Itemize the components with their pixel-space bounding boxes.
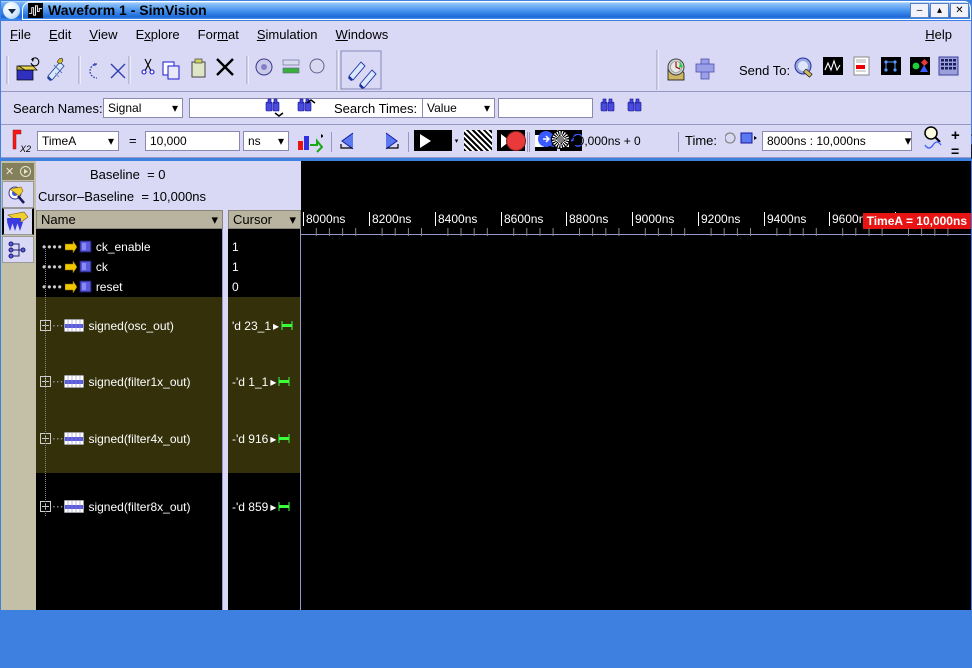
- svg-text:X2: X2: [19, 144, 31, 153]
- svg-text:Send To:: Send To:: [739, 63, 790, 78]
